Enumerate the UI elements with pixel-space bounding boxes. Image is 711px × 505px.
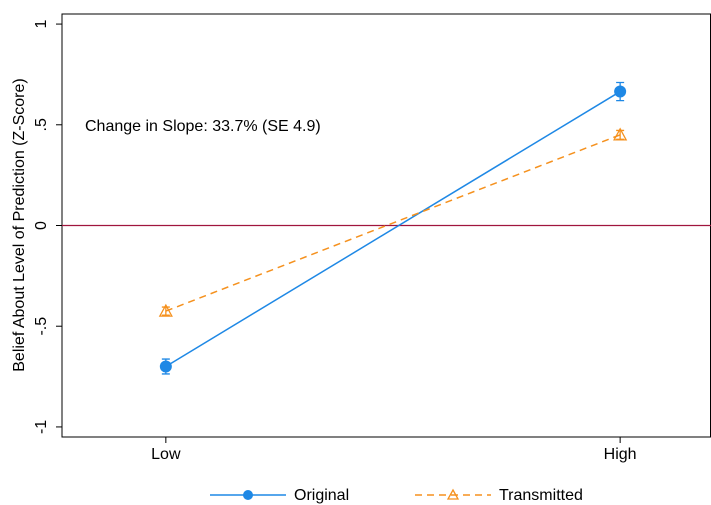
x-tick-label: High [604, 446, 637, 463]
y-tick-label: .5 [33, 118, 50, 131]
series-line [165, 90, 621, 368]
legend-item: Transmitted [415, 487, 583, 504]
y-tick-label: -1 [33, 420, 50, 434]
error-bar [161, 306, 170, 316]
annotation: Change in Slope: 33.7% (SE 4.9) [85, 118, 321, 135]
x-tick-label: Low [151, 446, 181, 463]
marker [159, 360, 172, 373]
legend-marker [446, 488, 460, 500]
series-line [165, 134, 621, 312]
y-axis-label: Belief About Level of Prediction (Z-Scor… [11, 78, 28, 371]
marker [614, 85, 627, 98]
marker [158, 303, 173, 317]
legend-marker [243, 490, 253, 500]
y-tick-label: 1 [33, 20, 50, 29]
legend-item: Original [210, 487, 349, 504]
marker [613, 127, 628, 141]
legend-label: Original [294, 487, 349, 504]
y-tick-label: 0 [33, 221, 50, 230]
y-tick-label: -.5 [33, 317, 50, 336]
legend-label: Transmitted [499, 487, 583, 504]
